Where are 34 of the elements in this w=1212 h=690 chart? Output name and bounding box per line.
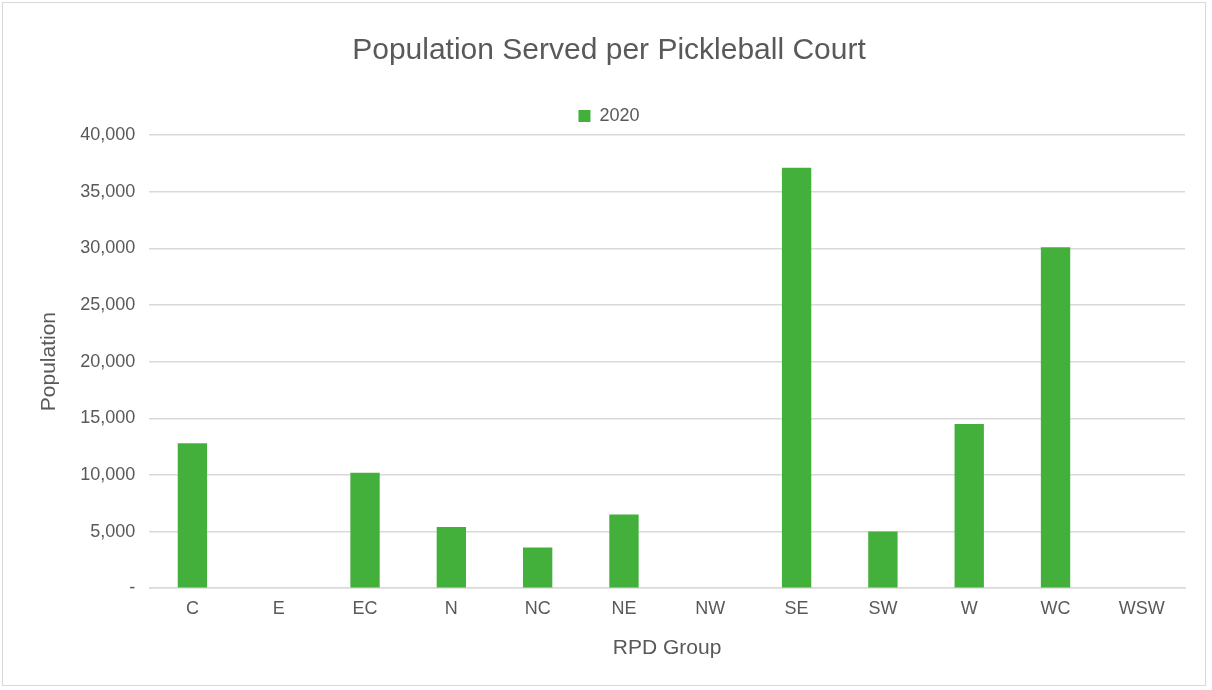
y-tick-label: 30,000 <box>80 237 136 258</box>
bar <box>350 472 380 588</box>
y-tick-label: 40,000 <box>80 123 136 144</box>
x-tick-label: WC <box>1040 597 1071 618</box>
x-tick-label: C <box>185 597 199 618</box>
y-tick-label: 25,000 <box>80 293 136 314</box>
x-tick-label: NC <box>524 597 551 618</box>
x-tick-label: SE <box>784 597 809 618</box>
x-tick-label: N <box>444 597 458 618</box>
bar <box>177 443 208 588</box>
y-tick-label: - <box>129 577 136 598</box>
x-tick-label: WSW <box>1118 597 1165 618</box>
chart-title: Population Served per Pickleball Court <box>352 32 867 66</box>
bar <box>954 423 984 588</box>
y-tick-label: 35,000 <box>80 180 136 201</box>
x-tick-label: NW <box>695 597 726 618</box>
x-axis-title: RPD Group <box>612 635 722 659</box>
y-tick-label: 10,000 <box>80 463 136 484</box>
x-tick-label: NE <box>611 597 637 618</box>
x-tick-label: SW <box>868 597 898 618</box>
y-axis-title: Population <box>36 311 60 412</box>
x-tick-label: EC <box>352 597 378 618</box>
y-tick-label: 20,000 <box>80 350 136 371</box>
x-tick-label: E <box>272 597 285 618</box>
x-tick-label: W <box>960 597 978 618</box>
legend-label: 2020 <box>599 104 640 125</box>
bar <box>868 531 898 588</box>
bar <box>1040 247 1071 588</box>
bar <box>609 514 639 588</box>
bar <box>436 527 467 588</box>
y-tick-label: 15,000 <box>80 407 136 428</box>
y-tick-label: 5,000 <box>90 520 136 541</box>
bar <box>522 547 553 588</box>
bar <box>781 167 812 588</box>
